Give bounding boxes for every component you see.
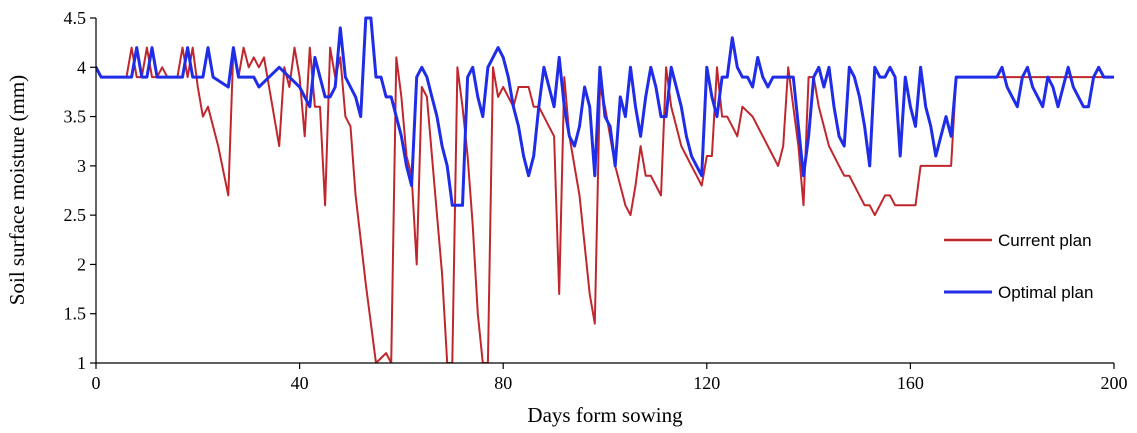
y-tick-label: 4.5: [64, 8, 87, 28]
y-tick-label: 2: [77, 254, 86, 274]
x-tick-label: 200: [1101, 373, 1128, 393]
y-tick-label: 3: [77, 156, 86, 176]
series-line-optimal-plan: [96, 16, 1114, 207]
axes: [95, 18, 1114, 364]
x-tick-label: 160: [897, 373, 924, 393]
x-ticks: 0 40 80 120 160 200: [92, 363, 1128, 393]
legend-label-current-plan: Current plan: [998, 231, 1092, 250]
x-tick-label: 40: [291, 373, 309, 393]
x-tick-label: 80: [494, 373, 512, 393]
y-ticks: 1 1.5 2 2.5 3 3.5 4 4.5: [64, 8, 96, 373]
legend-label-optimal-plan: Optimal plan: [998, 283, 1093, 302]
x-tick-label: 0: [92, 373, 101, 393]
series-line-current-plan: [96, 46, 1114, 363]
y-tick-label: 1.5: [64, 304, 87, 324]
y-tick-label: 2.5: [64, 205, 87, 225]
y-tick-label: 3.5: [64, 107, 87, 127]
plot-area: [96, 16, 1114, 363]
y-axis-title: Soil surface moisture (mm): [5, 75, 29, 305]
y-tick-label: 1: [77, 353, 86, 373]
legend: Current plan Optimal plan: [944, 231, 1093, 302]
x-axis-title: Days form sowing: [527, 403, 683, 427]
y-tick-label: 4: [77, 57, 86, 77]
x-tick-label: 120: [693, 373, 720, 393]
